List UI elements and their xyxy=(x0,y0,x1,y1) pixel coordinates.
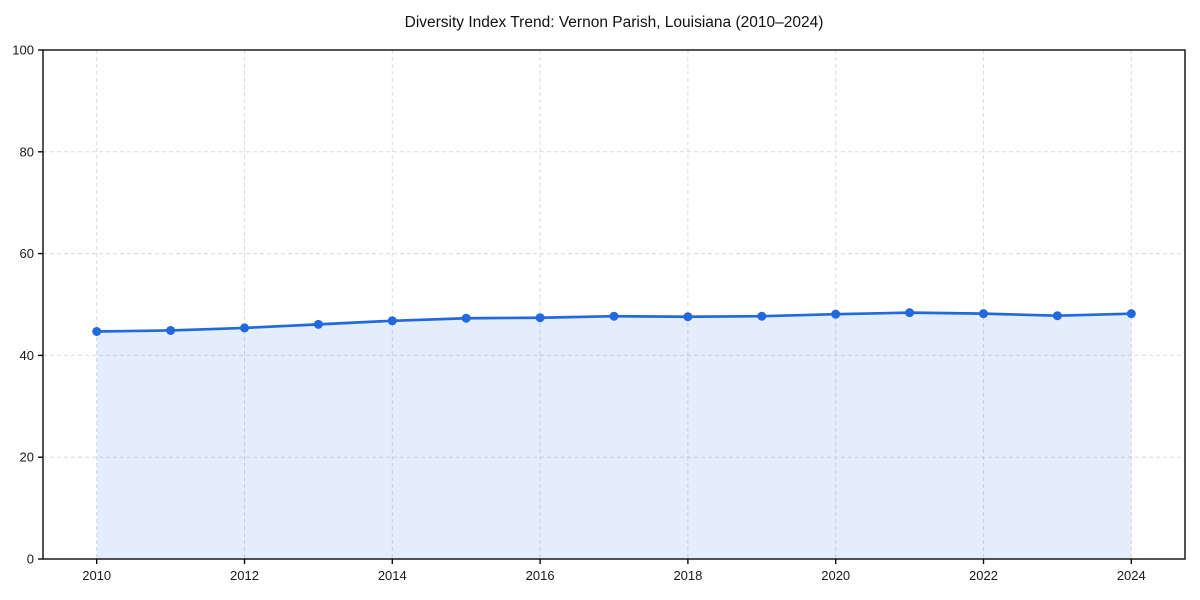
data-point-marker xyxy=(757,311,767,321)
data-point-marker xyxy=(905,308,915,318)
x-tick-label: 2020 xyxy=(821,568,850,583)
x-tick-label: 2024 xyxy=(1117,568,1146,583)
trend-area xyxy=(96,312,1132,559)
y-tick-label: 40 xyxy=(20,348,34,363)
axes-spines xyxy=(42,49,1186,560)
data-point-marker xyxy=(1052,311,1062,321)
x-tick-label: 2018 xyxy=(673,568,702,583)
data-point-marker xyxy=(979,309,988,319)
data-point-marker xyxy=(313,319,323,329)
data-point-marker xyxy=(1126,309,1136,319)
data-point-marker xyxy=(387,316,397,326)
data-point-marker xyxy=(461,313,471,323)
data-point-marker xyxy=(92,326,102,336)
y-tick-label: 0 xyxy=(27,552,34,567)
x-tick-label: 2016 xyxy=(526,568,555,583)
x-tick-label: 2014 xyxy=(378,568,407,583)
x-tick-label: 2012 xyxy=(230,568,259,583)
y-tick-label: 100 xyxy=(12,43,34,58)
data-point-marker xyxy=(535,313,545,323)
data-point-marker xyxy=(609,311,619,321)
x-tick-label: 2010 xyxy=(82,568,111,583)
plot-area: 0 20 40 60 80 100 2010 2012 2014 2016 2018 2020 2022… xyxy=(12,43,1186,583)
data-point-marker xyxy=(166,325,176,335)
chart-title: Diversity Index Trend: Vernon Parish, Lo… xyxy=(405,14,824,31)
data-point-marker xyxy=(831,309,841,319)
y-tick-label: 60 xyxy=(20,246,34,261)
data-point-marker xyxy=(240,323,249,333)
data-point-marker xyxy=(683,312,693,322)
x-tick-label: 2022 xyxy=(969,568,998,583)
y-tick-label: 80 xyxy=(20,144,34,159)
y-tick-label: 20 xyxy=(20,450,34,465)
